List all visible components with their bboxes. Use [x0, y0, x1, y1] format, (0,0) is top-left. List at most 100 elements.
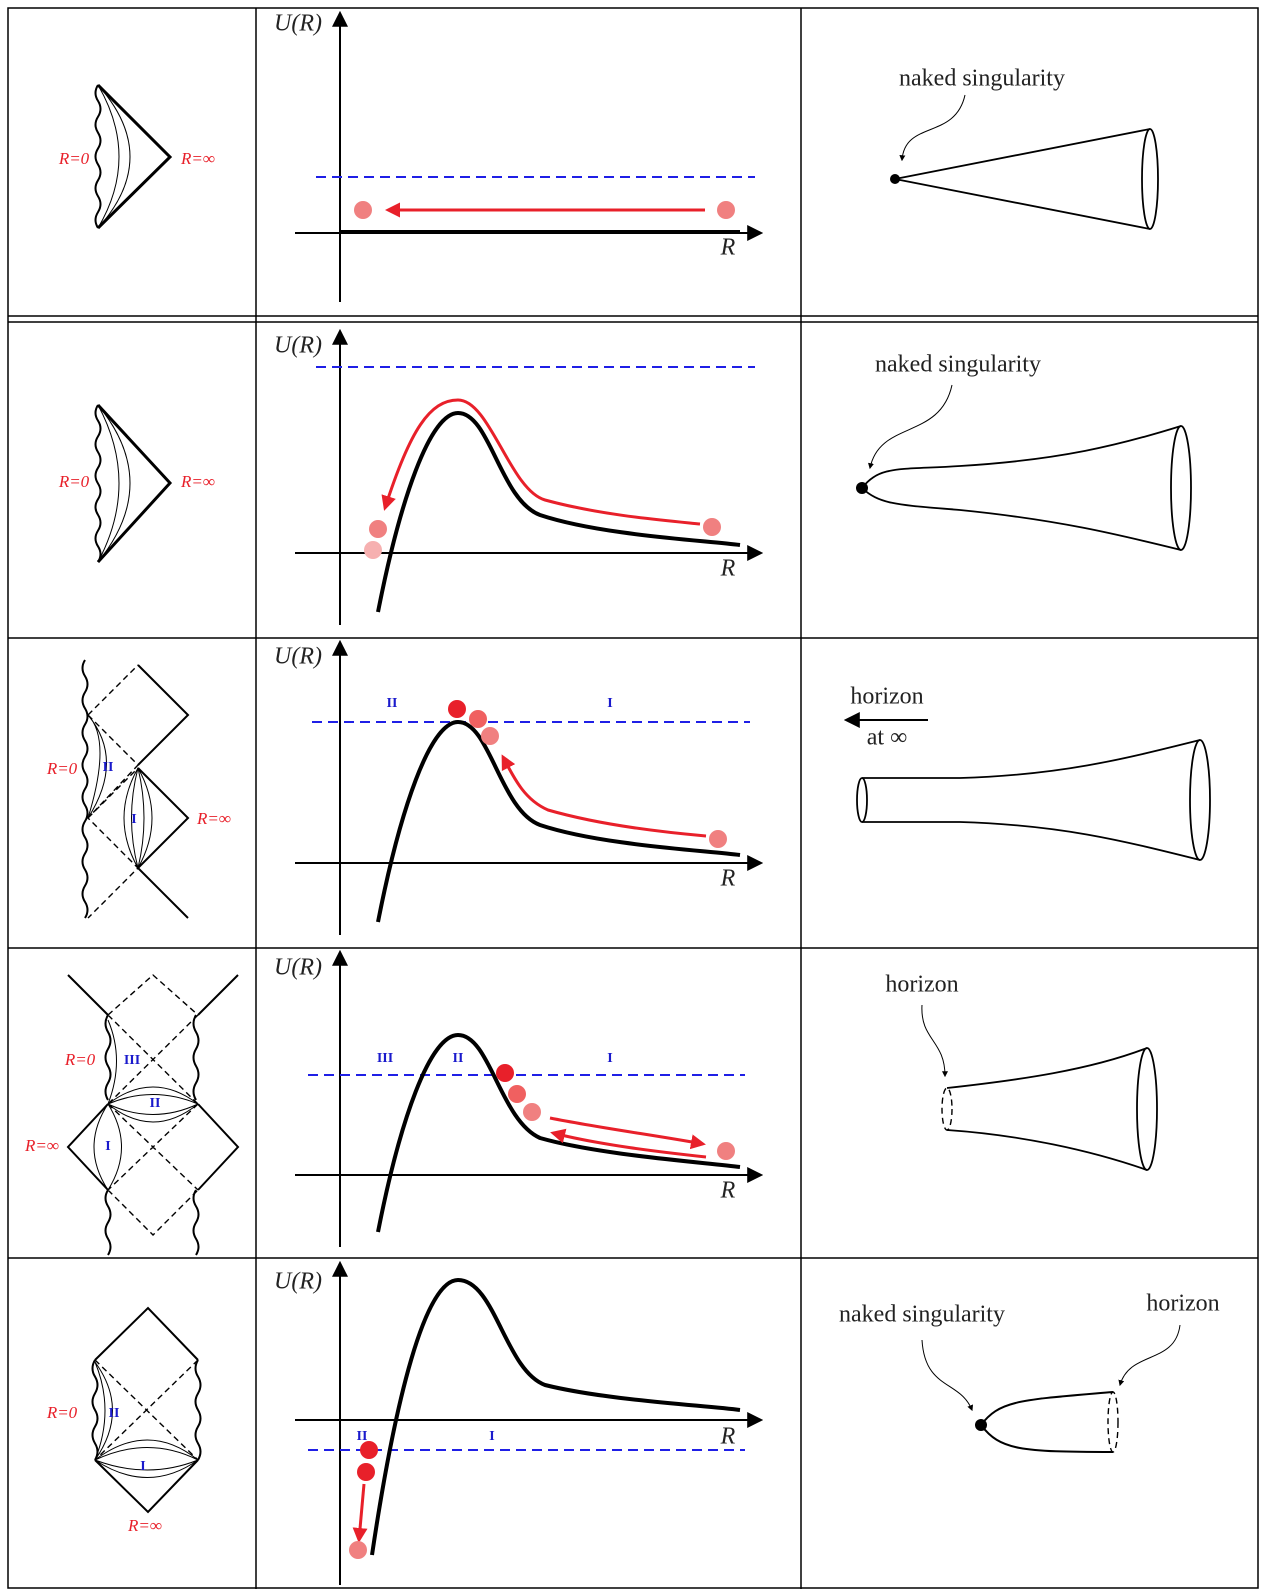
singularity-line [83, 660, 88, 918]
row-3: R=0 II I R=∞ II I U(R) R horizon at ∞ [46, 643, 1210, 935]
shape [922, 1340, 972, 1410]
shape [503, 757, 706, 836]
penrose-label: R=∞ [180, 149, 215, 168]
penrose-label: R=0 [46, 1403, 78, 1422]
singularity-line [96, 405, 101, 562]
shape [862, 740, 1200, 860]
embedding-label: naked singularity [839, 1302, 1005, 1328]
penrose-label: R=∞ [127, 1516, 162, 1535]
shape [1120, 1325, 1180, 1385]
y-axis-label: U(R) [274, 11, 322, 37]
penrose-label: R=0 [58, 472, 90, 491]
y-axis-label: U(R) [274, 955, 322, 981]
particle [975, 1419, 987, 1431]
particle [481, 727, 499, 745]
region-label: II [357, 1429, 368, 1444]
shape [378, 722, 740, 922]
shape [88, 715, 152, 868]
y-axis-label: U(R) [274, 333, 322, 359]
particle [357, 1463, 375, 1481]
embedding-label: at ∞ [867, 725, 907, 751]
penrose-label: R=∞ [180, 472, 215, 491]
penrose-label: R=0 [46, 759, 78, 778]
row-5: R=0 II I R=∞ II I U(R) R naked singulari… [46, 1264, 1220, 1585]
table-grid [8, 8, 1258, 1589]
shape [1137, 1048, 1157, 1170]
particle [364, 541, 382, 559]
singularity-line [93, 1360, 98, 1460]
shape [359, 1484, 364, 1540]
figure: R=0 R=∞ U(R) R naked singularity R=0 R=∞… [0, 0, 1263, 1589]
singularity-line [194, 1015, 199, 1100]
row-2: R=0 R=∞ U(R) R naked singularity [58, 332, 1191, 625]
shape [1171, 426, 1191, 550]
embedding-label: horizon [850, 684, 923, 710]
region-label: II [387, 696, 398, 711]
shape [870, 385, 952, 468]
region-label: I [607, 1051, 612, 1066]
region-label: I [131, 812, 136, 827]
shape [902, 95, 965, 160]
shape [98, 405, 130, 562]
shape [98, 85, 130, 228]
singularity-line [194, 1190, 199, 1255]
penrose-label: R=0 [64, 1050, 96, 1069]
singularity-line [196, 1360, 201, 1460]
region-label: III [377, 1051, 393, 1066]
shape [68, 975, 238, 1190]
shape [857, 778, 867, 822]
singularity-line [106, 1015, 111, 1100]
particle [354, 201, 372, 219]
embedding-label: horizon [1146, 1291, 1219, 1317]
particle [508, 1085, 526, 1103]
shape [378, 413, 740, 612]
particle [369, 520, 387, 538]
region-label: I [105, 1139, 110, 1154]
particle [709, 830, 727, 848]
shape [922, 1005, 945, 1076]
y-axis-label: U(R) [274, 1269, 322, 1295]
shape [862, 426, 1181, 550]
singularity-line [96, 85, 101, 228]
shape [1142, 129, 1158, 229]
row-4: R=0 III II I R=∞ III II I U(R) R horizon [24, 953, 1157, 1255]
x-axis-label: R [720, 1178, 736, 1204]
particle [717, 201, 735, 219]
penrose-label: R=0 [58, 149, 90, 168]
particle [856, 482, 868, 494]
shape [1108, 1392, 1118, 1452]
shape [385, 400, 700, 524]
shape [981, 1392, 1113, 1452]
particle [496, 1064, 514, 1082]
shape [947, 1048, 1147, 1170]
x-axis-label: R [720, 235, 736, 261]
particle [448, 700, 466, 718]
region-label: I [607, 696, 612, 711]
particle [703, 518, 721, 536]
particle [523, 1103, 541, 1121]
shape [8, 8, 1258, 1588]
shape [895, 129, 1150, 229]
x-axis-label: R [720, 866, 736, 892]
region-label: II [453, 1051, 464, 1066]
embedding-label: horizon [885, 972, 958, 998]
region-label: I [489, 1429, 494, 1444]
region-label: I [140, 1459, 145, 1474]
particle [890, 174, 900, 184]
shape [1190, 740, 1210, 860]
particle [469, 710, 487, 728]
region-label: II [150, 1096, 161, 1111]
region-label: III [124, 1053, 140, 1068]
penrose-label: R=∞ [196, 809, 231, 828]
x-axis-label: R [720, 1424, 736, 1450]
particle [349, 1541, 367, 1559]
singularity-line [106, 1190, 111, 1255]
embedding-label: naked singularity [899, 66, 1065, 92]
region-label: II [109, 1406, 120, 1421]
shape [372, 1280, 740, 1555]
embedding-label: naked singularity [875, 352, 1041, 378]
shape [138, 665, 188, 918]
y-axis-label: U(R) [274, 644, 322, 670]
region-label: II [103, 760, 114, 775]
row-1: R=0 R=∞ U(R) R naked singularity [58, 11, 1158, 303]
